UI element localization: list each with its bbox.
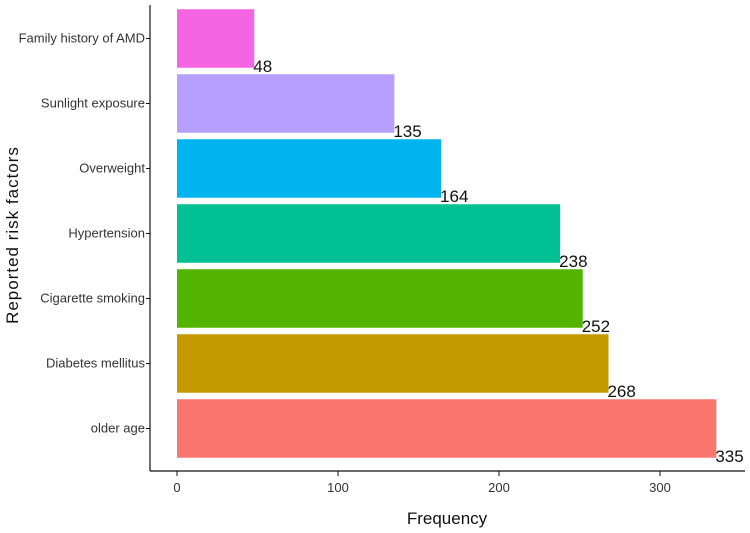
bar — [177, 74, 395, 133]
x-tick-label: 100 — [327, 480, 349, 495]
y-axis-title: Reported risk factors — [3, 146, 22, 324]
bar — [177, 9, 255, 68]
bars-layer — [177, 9, 717, 458]
x-axis-title: Frequency — [407, 509, 488, 528]
bar — [177, 334, 609, 393]
value-label: 252 — [582, 317, 610, 336]
category-label: Cigarette smoking — [40, 291, 145, 306]
category-label: Sunlight exposure — [41, 96, 145, 111]
x-tick-label: 0 — [173, 480, 180, 495]
category-label: Family history of AMD — [19, 31, 145, 46]
bar — [177, 399, 717, 458]
category-label: older age — [91, 421, 145, 436]
bar — [177, 269, 583, 328]
value-labels-layer: 48 135 164 238 252 268 335 — [253, 57, 743, 466]
value-label: 335 — [715, 447, 743, 466]
value-label: 238 — [559, 252, 587, 271]
x-ticks-layer: 0 100 200 300 — [173, 471, 671, 495]
category-label: Diabetes mellitus — [46, 356, 145, 371]
y-ticks-layer: Family history of AMD Sunlight exposure Ov… — [19, 31, 150, 436]
category-label: Overweight — [79, 161, 145, 176]
bar — [177, 204, 561, 263]
value-label: 48 — [253, 57, 272, 76]
bar — [177, 139, 442, 198]
x-tick-label: 200 — [488, 480, 510, 495]
category-label: Hypertension — [68, 226, 145, 241]
value-label: 164 — [440, 187, 468, 206]
value-label: 135 — [393, 122, 421, 141]
x-tick-label: 300 — [649, 480, 671, 495]
value-label: 268 — [607, 382, 635, 401]
